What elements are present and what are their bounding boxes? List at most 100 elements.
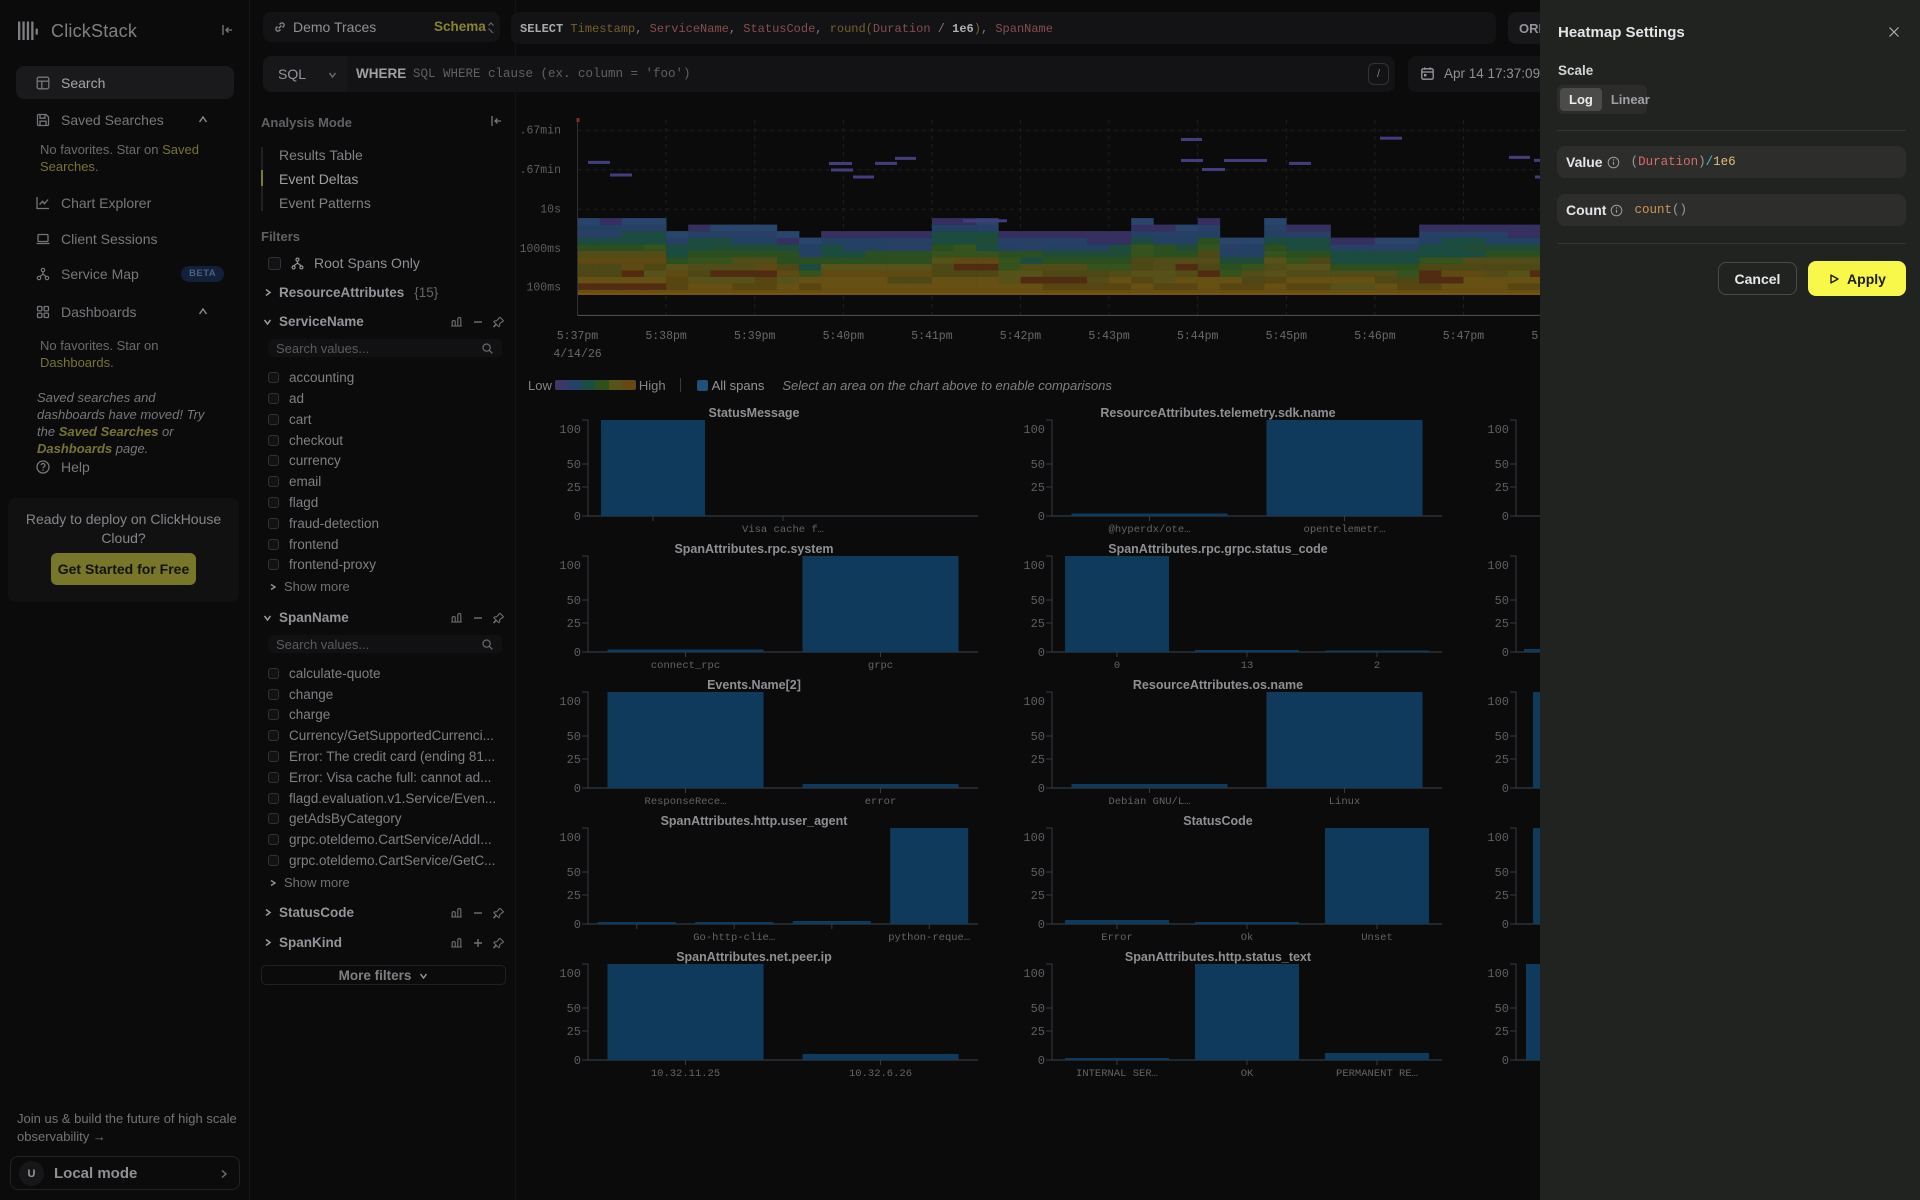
svg-text:StatusCode: StatusCode bbox=[1183, 814, 1253, 828]
svg-text:StatusMessage: StatusMessage bbox=[708, 406, 799, 420]
svg-text:INTERNAL SER…: INTERNAL SER… bbox=[1076, 1068, 1158, 1080]
svg-text:50: 50 bbox=[1495, 594, 1509, 608]
svg-text:Events.Name[2]: Events.Name[2] bbox=[707, 678, 801, 692]
svg-text:connect_rpc: connect_rpc bbox=[651, 660, 720, 672]
svg-text:0: 0 bbox=[1114, 660, 1120, 672]
svg-text:5:40pm: 5:40pm bbox=[823, 330, 865, 343]
svg-text:50: 50 bbox=[567, 866, 581, 880]
svg-text:0: 0 bbox=[1502, 782, 1509, 796]
svg-text:.67min: .67min bbox=[520, 164, 561, 177]
svg-text:5:41pm: 5:41pm bbox=[911, 330, 953, 343]
svg-text:1000ms: 1000ms bbox=[520, 243, 561, 256]
svg-text:0: 0 bbox=[1038, 510, 1045, 524]
svg-text:25: 25 bbox=[567, 889, 581, 903]
svg-text:100: 100 bbox=[559, 967, 581, 981]
svg-text:50: 50 bbox=[1495, 1002, 1509, 1016]
svg-text:25: 25 bbox=[1495, 481, 1509, 495]
svg-text:5:44pm: 5:44pm bbox=[1177, 330, 1219, 343]
svg-text:0: 0 bbox=[1038, 1054, 1045, 1068]
svg-text:10.32.6.26: 10.32.6.26 bbox=[849, 1068, 912, 1080]
svg-text:25: 25 bbox=[1495, 1025, 1509, 1039]
svg-text:100: 100 bbox=[559, 423, 581, 437]
svg-text:5:38pm: 5:38pm bbox=[645, 330, 687, 343]
svg-text:ResourceAttributes.telemetry.s: ResourceAttributes.telemetry.sdk.name bbox=[1100, 406, 1335, 420]
svg-text:0: 0 bbox=[1502, 918, 1509, 932]
svg-text:100: 100 bbox=[1023, 695, 1045, 709]
svg-text:25: 25 bbox=[567, 1025, 581, 1039]
svg-text:50: 50 bbox=[1031, 730, 1045, 744]
svg-text:50: 50 bbox=[1495, 730, 1509, 744]
svg-text:100: 100 bbox=[1487, 967, 1509, 981]
svg-text:Visa cache f…: Visa cache f… bbox=[742, 524, 824, 536]
svg-text:0: 0 bbox=[574, 918, 581, 932]
svg-text:SpanAttributes.rpc.grpc.status: SpanAttributes.rpc.grpc.status_code bbox=[1108, 542, 1328, 556]
svg-text:25: 25 bbox=[567, 617, 581, 631]
svg-text:100: 100 bbox=[1487, 831, 1509, 845]
svg-text:Unset: Unset bbox=[1361, 932, 1393, 944]
svg-text:25: 25 bbox=[1031, 889, 1045, 903]
svg-text:0: 0 bbox=[1038, 646, 1045, 660]
svg-text:100: 100 bbox=[1023, 423, 1045, 437]
svg-text:0: 0 bbox=[1502, 1054, 1509, 1068]
svg-text:5:42pm: 5:42pm bbox=[1000, 330, 1042, 343]
svg-text:grpc: grpc bbox=[868, 660, 893, 672]
svg-text:0: 0 bbox=[1502, 646, 1509, 660]
svg-text:SpanAttributes.net.peer.ip: SpanAttributes.net.peer.ip bbox=[676, 950, 832, 964]
svg-text:10s: 10s bbox=[540, 204, 561, 217]
svg-text:0: 0 bbox=[574, 782, 581, 796]
svg-text:opentelemetr…: opentelemetr… bbox=[1304, 524, 1386, 536]
svg-text:13: 13 bbox=[1241, 660, 1254, 672]
svg-text:50: 50 bbox=[1495, 458, 1509, 472]
svg-text:100: 100 bbox=[1023, 559, 1045, 573]
svg-text:OK: OK bbox=[1241, 1068, 1254, 1080]
svg-text:SpanAttributes.http.user_agent: SpanAttributes.http.user_agent bbox=[661, 814, 849, 828]
svg-text:10.32.11.25: 10.32.11.25 bbox=[651, 1068, 720, 1080]
svg-text:ResourceAttributes.os.name: ResourceAttributes.os.name bbox=[1133, 678, 1303, 692]
svg-text:0: 0 bbox=[1502, 510, 1509, 524]
svg-text:50: 50 bbox=[567, 1002, 581, 1016]
svg-text:0: 0 bbox=[1038, 918, 1045, 932]
svg-text:100: 100 bbox=[1023, 831, 1045, 845]
svg-text:Linux: Linux bbox=[1329, 796, 1361, 808]
svg-text:0: 0 bbox=[1038, 782, 1045, 796]
svg-text:0: 0 bbox=[574, 646, 581, 660]
svg-text:100: 100 bbox=[559, 695, 581, 709]
svg-text:Error: Error bbox=[1101, 932, 1133, 944]
svg-text:25: 25 bbox=[1495, 753, 1509, 767]
svg-text:25: 25 bbox=[1031, 617, 1045, 631]
svg-text:2: 2 bbox=[1374, 660, 1380, 672]
svg-text:SpanAttributes.http.status_tex: SpanAttributes.http.status_text bbox=[1125, 950, 1312, 964]
svg-text:Ok: Ok bbox=[1241, 932, 1254, 944]
svg-text:50: 50 bbox=[1031, 594, 1045, 608]
svg-text:PERMANENT RE…: PERMANENT RE… bbox=[1336, 1068, 1418, 1080]
svg-text:ResponseRece…: ResponseRece… bbox=[645, 796, 727, 808]
svg-text:25: 25 bbox=[1031, 481, 1045, 495]
svg-text:Debian GNU/L…: Debian GNU/L… bbox=[1109, 796, 1191, 808]
svg-text:25: 25 bbox=[567, 753, 581, 767]
svg-text:50: 50 bbox=[567, 594, 581, 608]
svg-text:25: 25 bbox=[1495, 889, 1509, 903]
svg-text:5:47pm: 5:47pm bbox=[1443, 330, 1485, 343]
svg-text:50: 50 bbox=[1031, 458, 1045, 472]
svg-text:25: 25 bbox=[1031, 1025, 1045, 1039]
svg-text:50: 50 bbox=[567, 458, 581, 472]
svg-text:100ms: 100ms bbox=[526, 282, 561, 295]
svg-text:100: 100 bbox=[1487, 423, 1509, 437]
svg-text:50: 50 bbox=[567, 730, 581, 744]
svg-text:50: 50 bbox=[1495, 866, 1509, 880]
svg-text:5:46pm: 5:46pm bbox=[1354, 330, 1396, 343]
svg-text:100: 100 bbox=[559, 831, 581, 845]
svg-text:5:39pm: 5:39pm bbox=[734, 330, 776, 343]
svg-text:@hyperdx/ote…: @hyperdx/ote… bbox=[1109, 524, 1191, 536]
svg-text:0: 0 bbox=[574, 1054, 581, 1068]
svg-text:100: 100 bbox=[1023, 967, 1045, 981]
svg-text:5:37pm: 5:37pm bbox=[557, 330, 599, 343]
svg-text:25: 25 bbox=[567, 481, 581, 495]
svg-text:0: 0 bbox=[574, 510, 581, 524]
svg-text:100: 100 bbox=[559, 559, 581, 573]
svg-text:25: 25 bbox=[1031, 753, 1045, 767]
svg-text:.67min: .67min bbox=[520, 125, 561, 138]
svg-text:SpanAttributes.rpc.system: SpanAttributes.rpc.system bbox=[674, 542, 833, 556]
svg-text:python-reque…: python-reque… bbox=[888, 932, 970, 944]
svg-text:error: error bbox=[865, 796, 897, 808]
